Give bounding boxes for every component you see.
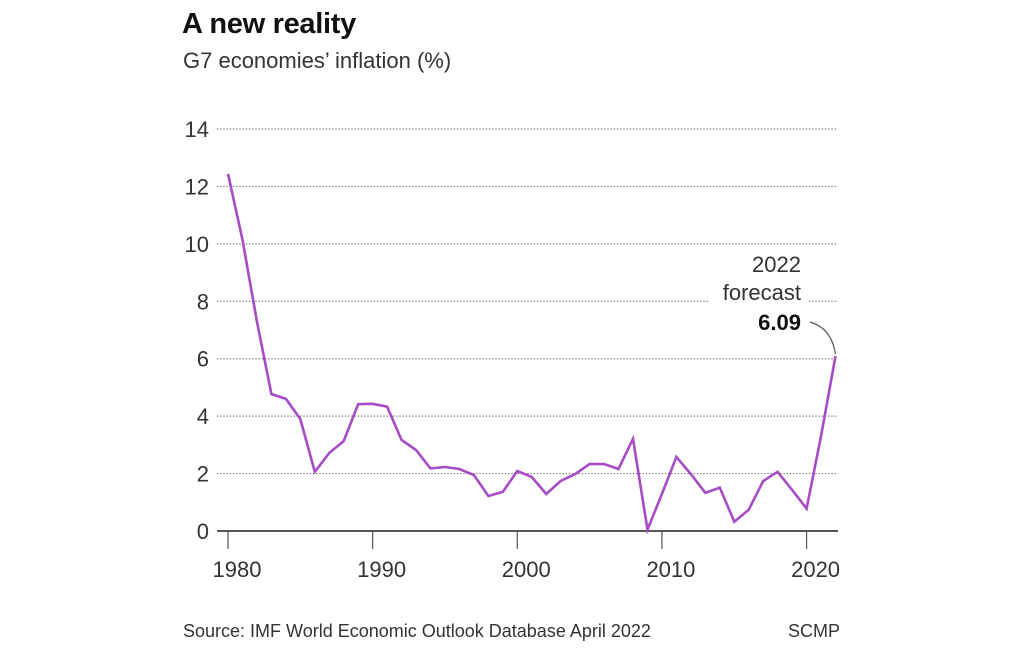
y-tick-label: 12 [185, 174, 209, 199]
x-tick-label: 2010 [646, 557, 695, 582]
x-tick-label: 2020 [791, 557, 840, 582]
annotation-leader-line [809, 321, 837, 355]
y-tick-label: 8 [197, 289, 209, 314]
source-note: Source: IMF World Economic Outlook Datab… [183, 621, 651, 641]
chart-subtitle: G7 economies’ inflation (%) [183, 48, 452, 73]
x-tick-label: 2000 [502, 557, 551, 582]
annotation-year-label: 2022 [752, 252, 801, 277]
series-group [226, 173, 837, 535]
annotation-forecast-label: forecast [723, 280, 801, 305]
y-tick-label: 6 [197, 347, 209, 372]
y-tick-label: 2 [197, 462, 209, 487]
grid-lines [217, 128, 838, 475]
forecast-annotation: 2022 forecast 6.09 [708, 250, 837, 355]
annotation-value-label: 6.09 [758, 310, 801, 335]
y-axis: 0 2 4 6 8 10 12 14 [185, 117, 209, 544]
y-tick-label: 10 [185, 232, 209, 257]
x-tick-label: 1980 [213, 557, 262, 582]
y-tick-label: 4 [197, 404, 209, 429]
annotation-background [708, 250, 808, 338]
y-tick-label: 0 [197, 519, 209, 544]
chart-title: A new reality [182, 8, 356, 40]
series-line [226, 173, 837, 535]
x-tick-label: 1990 [357, 557, 406, 582]
y-tick-label: 14 [185, 117, 209, 142]
credit-label: SCMP [788, 621, 841, 641]
x-axis: 1980 1990 2000 2010 2020 [213, 530, 840, 582]
